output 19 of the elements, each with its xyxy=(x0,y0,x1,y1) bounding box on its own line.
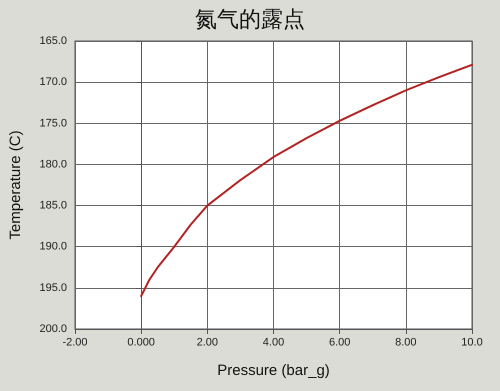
line-series xyxy=(140,64,473,298)
x-axis-title: Pressure (bar_g) xyxy=(217,362,330,379)
x-tick-label: 2.00 xyxy=(196,336,218,348)
x-tick-label: -2.00 xyxy=(62,336,88,348)
x-tick-label: 6.00 xyxy=(328,336,350,348)
y-axis-title: Temperature (C) xyxy=(7,130,24,240)
x-tick-label: 8.00 xyxy=(395,336,417,348)
y-tick-label: 175.0 xyxy=(39,117,67,130)
x-tick-label: 4.00 xyxy=(262,336,284,348)
chart-title: 氮气的露点 xyxy=(195,8,305,32)
x-tick-label: 0.000 xyxy=(127,336,155,348)
y-tick-label: 170.0 xyxy=(39,76,67,88)
y-tick-label: 185.0 xyxy=(39,200,67,212)
y-tick-label: 200.0 xyxy=(39,323,67,335)
y-tick-label: 195.0 xyxy=(39,282,67,294)
y-tick-label: 180.0 xyxy=(39,158,67,170)
y-tick-label: 165.0 xyxy=(39,35,67,47)
y-tick-label: 190.0 xyxy=(39,240,67,253)
x-tick-label: 10.0 xyxy=(461,336,483,348)
